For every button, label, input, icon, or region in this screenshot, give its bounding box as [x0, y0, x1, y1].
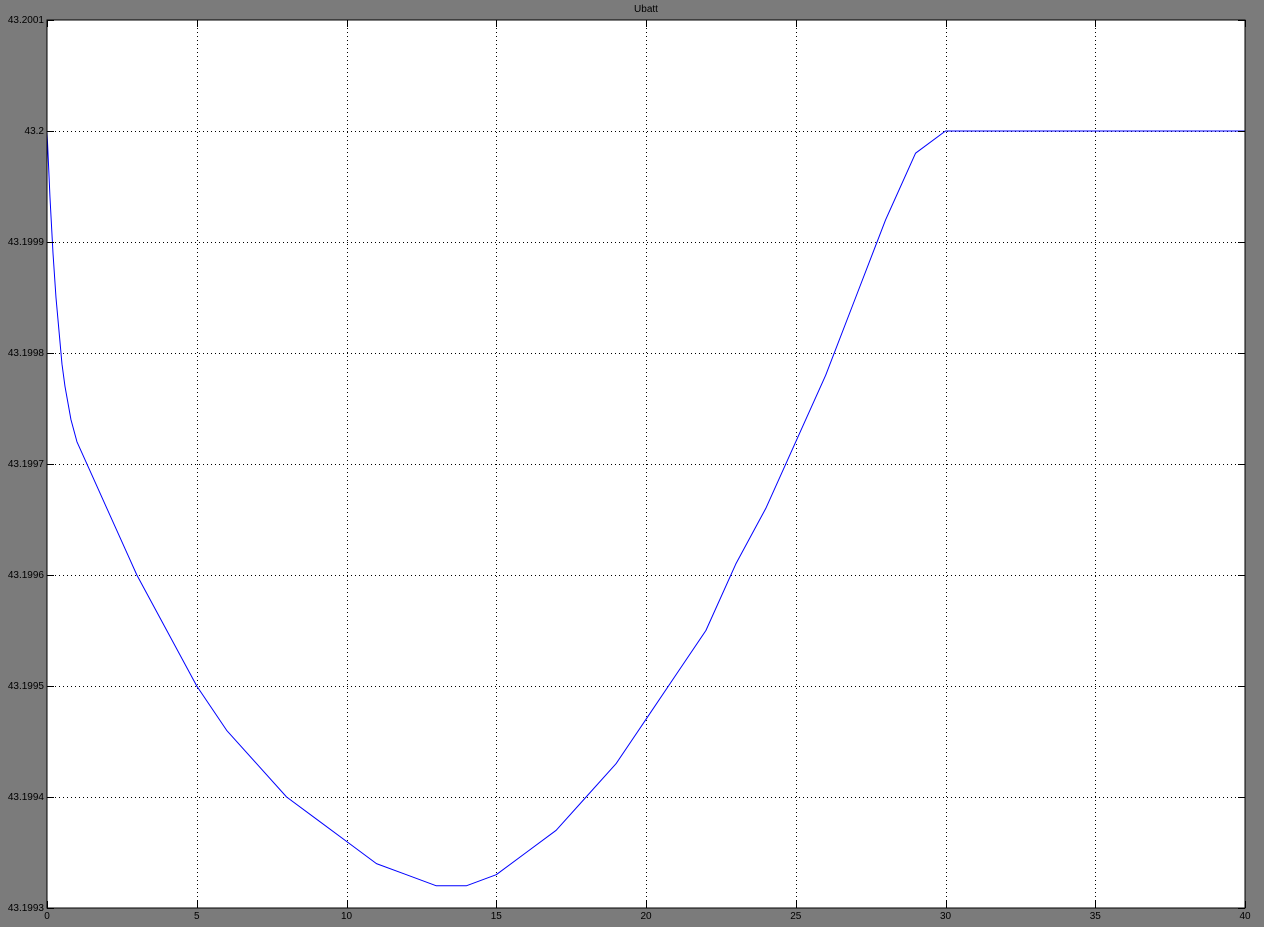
- x-tick-label: 15: [491, 911, 503, 922]
- y-tick-label: 43.1996: [8, 570, 45, 581]
- x-tick-label: 30: [940, 911, 952, 922]
- x-tick-label: 35: [1090, 911, 1102, 922]
- x-tick-labels: 0 5 10 15 20 25 30 35 40: [44, 911, 1251, 922]
- y-tick-label: 43.2: [25, 126, 45, 137]
- chart-title: Ubatt: [634, 4, 658, 15]
- grid-lines: [47, 20, 1245, 908]
- y-tick-label: 43.2001: [8, 15, 45, 26]
- x-tick-label: 10: [341, 911, 353, 922]
- y-tick-label: 43.1998: [8, 348, 45, 359]
- y-tick-label: 43.1999: [8, 237, 45, 248]
- x-tick-label: 25: [790, 911, 802, 922]
- y-tick-label: 43.1993: [8, 903, 45, 914]
- tick-marks: [47, 20, 1246, 909]
- y-tick-label: 43.1995: [8, 681, 45, 692]
- x-tick-label: 20: [640, 911, 652, 922]
- y-tick-labels: 43.1993 43.1994 43.1995 43.1996 43.1997 43.19…: [8, 15, 45, 914]
- y-tick-label: 43.1994: [8, 792, 45, 803]
- x-tick-label: 0: [44, 911, 50, 922]
- series-line-ubatt: [46, 130, 1245, 887]
- x-tick-label: 5: [194, 911, 200, 922]
- y-tick-label: 43.1997: [8, 459, 45, 470]
- x-tick-label: 40: [1239, 911, 1251, 922]
- series-layer: [46, 130, 1245, 887]
